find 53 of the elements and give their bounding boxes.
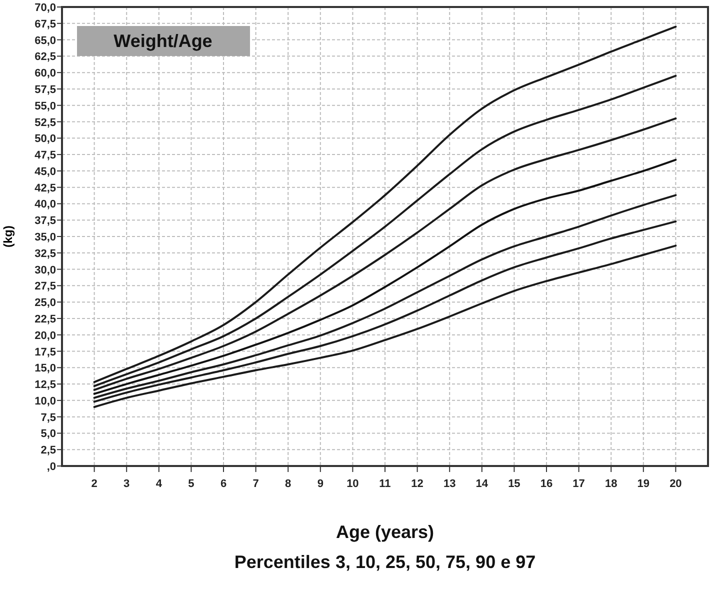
y-tick-label: 27,5 (34, 280, 56, 293)
text: Percentiles 3, 10, 25, 50, 75, 90 e 97 (234, 552, 536, 572)
x-tick-label: 14 (476, 478, 489, 490)
y-tick-label: 10,0 (34, 395, 56, 408)
y-tick-label: 67,5 (34, 18, 56, 30)
y-tick-label: 65,0 (34, 34, 56, 47)
y-tick-label: 57,5 (34, 84, 56, 96)
x-tick-label: 16 (540, 478, 553, 490)
y-tick-label: 62,5 (34, 51, 56, 64)
line-series (93, 244, 677, 408)
x-tick-label: 8 (285, 478, 292, 490)
x-tick-label: 6 (220, 478, 227, 490)
y-tick-label: 40,0 (34, 198, 56, 211)
y-tick-label: 50,0 (34, 133, 56, 146)
x-tick-label: 4 (156, 478, 163, 490)
y-axis-title: (kg) (1, 226, 15, 248)
x-tick-label: 2 (91, 478, 98, 490)
y-tick-label: 32,5 (34, 248, 56, 260)
y-tick-label: 45,0 (34, 166, 56, 178)
x-tick-label: 19 (637, 478, 650, 490)
x-tick-label: 13 (443, 478, 456, 490)
y-tick-label: 12,5 (34, 379, 56, 392)
y-tick-label: ,0 (46, 461, 56, 473)
x-tick-label: 7 (252, 478, 259, 490)
x-tick-label: 3 (124, 478, 130, 490)
y-tick-label: 37,5 (34, 215, 56, 228)
y-tick-label: 52,5 (34, 116, 56, 129)
x-tick-label: 15 (508, 478, 520, 490)
y-tick-label: 42,5 (34, 182, 56, 194)
y-tick-label: 17,5 (34, 346, 56, 358)
y-tick-label: 15,0 (34, 362, 56, 375)
x-tick-label: 18 (604, 478, 618, 490)
x-tick-label: 9 (317, 478, 324, 490)
y-tick-label: 60,0 (34, 68, 56, 80)
y-tick-label: 5,0 (40, 428, 56, 440)
y-tick-label: 30,0 (34, 264, 56, 276)
x-tick-label: 12 (411, 478, 424, 490)
y-tick-label: 22,5 (34, 313, 56, 326)
y-tick-label: 55,0 (34, 100, 56, 112)
y-tick-label: 25,0 (34, 297, 56, 310)
y-tick-label: 7,5 (40, 412, 56, 424)
x-tick-label: 10 (346, 478, 359, 490)
y-tick-label: 47,5 (34, 150, 56, 162)
x-tick-label: 20 (670, 478, 682, 490)
x-tick-label: 17 (572, 478, 585, 490)
x-axis-title: Age (years) (336, 522, 434, 542)
y-tick-label: 2,5 (40, 444, 56, 457)
x-tick-label: 11 (379, 478, 391, 490)
y-tick-label: 20,0 (34, 330, 56, 342)
text: Weight/Age (114, 31, 212, 51)
y-tick-label: 70,0 (34, 2, 56, 14)
x-tick-label: 5 (188, 478, 194, 490)
y-tick-label: 35,0 (34, 232, 56, 244)
